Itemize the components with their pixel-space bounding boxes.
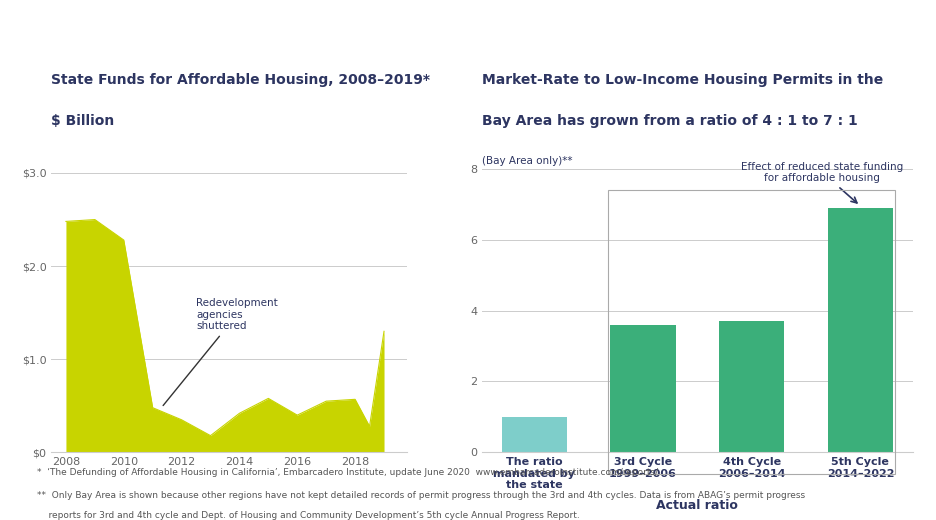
Bar [608,190,895,474]
X-axis label: Actual ratio: Actual ratio [656,499,739,512]
Text: Bay Area has grown from a ratio of 4 : 1 to 7 : 1: Bay Area has grown from a ratio of 4 : 1… [482,114,857,128]
Text: $ Billion: $ Billion [51,114,115,128]
Text: reports for 3rd and 4th cycle and Dept. of Housing and Community Development’s 5: reports for 3rd and 4th cycle and Dept. … [37,511,580,519]
Text: (Bay Area only)**: (Bay Area only)** [482,156,573,166]
Text: **  Only Bay Area is shown because other regions have not kept detailed records : ** Only Bay Area is shown because other … [37,491,806,500]
Text: Effect of reduced state funding
for affordable housing: Effect of reduced state funding for affo… [741,162,903,203]
Text: State Funds for Affordable Housing, 2008–2019*: State Funds for Affordable Housing, 2008… [51,73,431,87]
Bar [502,417,567,452]
Bar [719,321,784,452]
Bar [827,208,893,452]
Text: *  ‘The Defunding of Affordable Housing in California’, Embarcadero Institute, u: * ‘The Defunding of Affordable Housing i… [37,468,659,477]
Text: Market-Rate to Low-Income Housing Permits in the: Market-Rate to Low-Income Housing Permit… [482,73,884,87]
Bar [610,325,676,452]
Text: Redevelopment
agencies
shuttered: Redevelopment agencies shuttered [163,298,278,406]
